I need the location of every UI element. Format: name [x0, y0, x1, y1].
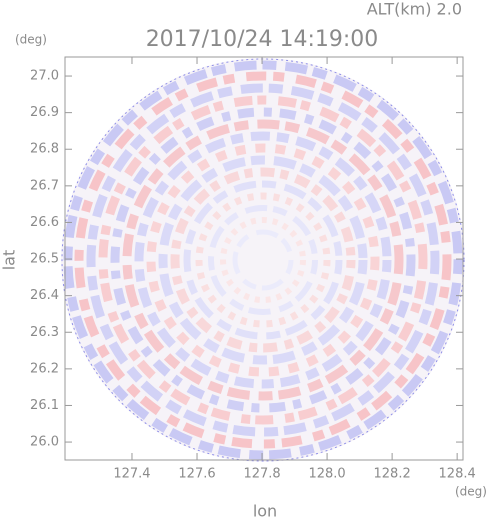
y-unit: (deg)	[15, 33, 47, 47]
y-tick-label: 26.6	[30, 215, 59, 230]
x-tick-label: 127.8	[243, 467, 280, 482]
y-axis-label: lat	[0, 250, 19, 271]
y-tick-label: 26.4	[30, 288, 59, 303]
y-tick-label: 26.2	[30, 361, 59, 376]
x-tick-label: 127.4	[113, 467, 150, 482]
y-tick-label: 26.0	[30, 435, 59, 450]
radar-image	[61, 58, 465, 462]
y-tick-label: 26.1	[30, 398, 59, 413]
plot-frame	[64, 56, 464, 461]
y-tick-label: 26.7	[30, 178, 59, 193]
y-tick-label: 26.8	[30, 142, 59, 157]
y-tick-label: 26.5	[30, 252, 59, 267]
chart-subtitle: ALT(km) 2.0	[367, 0, 462, 19]
x-tick-label: 127.6	[178, 467, 215, 482]
x-unit: (deg)	[455, 485, 487, 499]
x-tick-label: 128.2	[374, 467, 411, 482]
y-tick-label: 26.3	[30, 325, 59, 340]
y-tick-label: 27.0	[30, 69, 59, 84]
x-tick-label: 128.4	[439, 467, 476, 482]
y-tick-label: 26.9	[30, 105, 59, 120]
chart-title: 2017/10/24 14:19:00	[146, 27, 379, 52]
x-axis-label: lon	[253, 502, 277, 521]
x-tick-label: 128.0	[308, 467, 345, 482]
